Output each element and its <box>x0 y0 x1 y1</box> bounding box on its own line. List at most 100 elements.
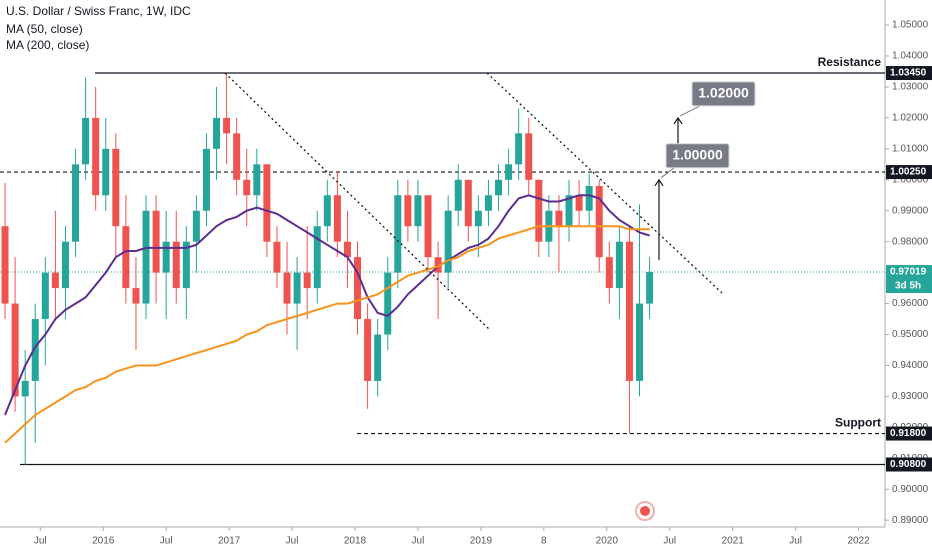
candle-body <box>21 380 29 397</box>
callout-label: 1.02000 <box>698 85 749 101</box>
moving-average <box>4 225 650 444</box>
candle-body <box>505 164 513 180</box>
level-box <box>886 165 932 180</box>
arrow-head <box>673 116 683 125</box>
candle-body <box>192 210 200 242</box>
candle-body <box>293 272 301 304</box>
candle-body <box>132 288 140 304</box>
y-tick-label: 0.89000 <box>892 515 929 526</box>
candle-body <box>152 210 160 273</box>
x-tick-label: 2017 <box>218 536 241 547</box>
candle-body <box>394 195 402 273</box>
candle-body <box>11 303 19 397</box>
candle-body <box>162 241 170 273</box>
chart-title: U.S. Dollar / Swiss Franc, 1W, IDC <box>6 4 191 18</box>
callout-box <box>691 81 756 107</box>
candle-body <box>374 334 382 381</box>
candle-body <box>112 148 120 227</box>
candle-body <box>313 226 321 289</box>
callout-label: 1.00000 <box>672 146 723 162</box>
y-tick-label: 1.04000 <box>892 51 929 62</box>
y-tick-label: 0.93000 <box>892 391 929 402</box>
x-tick-label: Jul <box>412 536 425 547</box>
candle-body <box>454 179 462 211</box>
candle-body <box>625 241 633 381</box>
candle-body <box>182 241 190 289</box>
candle-body <box>172 241 180 289</box>
legend-entry: MA (200, close) <box>6 38 89 52</box>
y-tick-label: 0.99000 <box>892 205 929 216</box>
x-tick-label: Jul <box>160 536 173 547</box>
level-box <box>886 457 932 472</box>
level-label: 1.03450 <box>890 68 927 79</box>
level-box <box>886 426 932 441</box>
candle-body <box>515 133 523 165</box>
y-tick-label: 0.94000 <box>892 360 929 371</box>
level-box <box>886 66 932 81</box>
x-tick-label: 2016 <box>92 536 115 547</box>
candle-body <box>424 195 432 258</box>
candle-body <box>263 164 271 242</box>
candle-body <box>41 272 49 320</box>
candle-body <box>72 164 80 242</box>
level-label: 0.91800 <box>890 428 927 439</box>
candle-body <box>303 272 311 289</box>
candle-body <box>404 195 412 227</box>
candle-body <box>102 148 110 196</box>
callout-pointer <box>660 167 675 179</box>
level-name: Resistance <box>818 55 882 69</box>
candle-body <box>615 241 623 289</box>
x-tick-label: 2021 <box>722 536 745 547</box>
y-tick-label: 1.02000 <box>892 113 929 124</box>
y-tick-label: 0.96000 <box>892 298 929 309</box>
candle-body <box>585 185 593 211</box>
candle-body <box>495 179 503 196</box>
candle-body <box>202 148 210 211</box>
level-label: 1.00250 <box>890 167 927 178</box>
candle-body <box>464 179 472 227</box>
candle-body <box>233 133 241 180</box>
y-tick-label: 1.01000 <box>892 143 929 154</box>
x-tick-label: 8 <box>541 536 547 547</box>
x-tick-label: 2018 <box>344 536 367 547</box>
candle-body <box>414 195 422 227</box>
candle-body <box>92 117 100 196</box>
x-tick-label: Jul <box>34 536 47 547</box>
candle-body <box>333 195 341 242</box>
level-name: Support <box>835 416 881 430</box>
x-tick-label: Jul <box>789 536 802 547</box>
candle-body <box>213 117 221 149</box>
candle-body <box>61 241 69 289</box>
candle-body <box>354 257 362 320</box>
x-tick-label: 2022 <box>847 536 870 547</box>
x-tick-label: 2019 <box>470 536 493 547</box>
candle-body <box>474 210 482 227</box>
candle-body <box>636 303 644 381</box>
countdown-label: 3d 5h <box>895 281 921 292</box>
y-tick-label: 0.98000 <box>892 236 929 247</box>
logo <box>635 501 655 521</box>
callout-box <box>665 143 730 169</box>
candle-body <box>31 319 39 381</box>
candle-body <box>223 117 231 134</box>
candle-body <box>243 179 251 196</box>
candle-body <box>605 257 613 289</box>
candle-body <box>384 272 392 335</box>
x-tick-label: 2020 <box>596 536 619 547</box>
trendline <box>224 72 491 331</box>
moving-average <box>4 194 650 416</box>
candle-body <box>484 195 492 211</box>
candle-body <box>343 241 351 258</box>
y-tick-label: 0.95000 <box>892 329 929 340</box>
candle-body <box>273 241 281 273</box>
candle-body <box>82 117 90 165</box>
trendline <box>486 72 723 294</box>
candle-body <box>323 195 331 227</box>
trendlines <box>224 72 723 331</box>
last-price-box <box>886 265 932 294</box>
candle-body <box>535 179 543 242</box>
callout-pointer <box>679 105 701 117</box>
y-tick-label: 1.00000 <box>892 174 929 185</box>
